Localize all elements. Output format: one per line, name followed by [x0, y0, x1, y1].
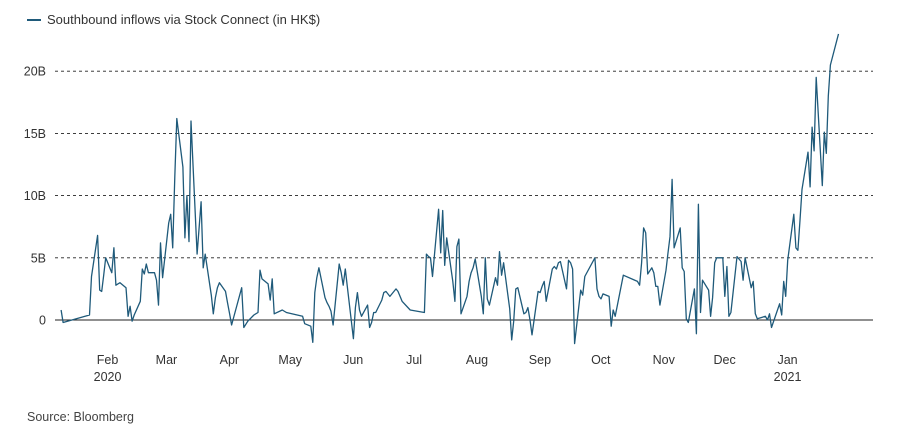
series-line: [60, 33, 840, 345]
y-tick-label: 5B: [31, 251, 46, 265]
x-tick-label: Jun: [343, 353, 363, 367]
x-tick-label: Jul: [406, 353, 422, 367]
x-tick-label: Nov: [653, 353, 676, 367]
y-tick-label: 15B: [24, 127, 46, 141]
y-tick-label: 20B: [24, 65, 46, 79]
legend: Southbound inflows via Stock Connect (in…: [27, 12, 320, 27]
x-tick-label: Mar: [156, 353, 178, 367]
series-layer: [60, 33, 840, 345]
x-tick-label: Jan: [777, 353, 797, 367]
grid-lines: [55, 70, 873, 321]
x-tick-label: Aug: [466, 353, 488, 367]
y-axis-ticks: 0 5B 10B 15B 20B: [24, 65, 46, 328]
source-note: Source: Bloomberg: [27, 410, 135, 424]
x-tick-label: May: [278, 353, 302, 367]
x-axis-ticks: Feb 2020 Mar Apr May Jun Jul Aug Sep Oct Nov Dec Jan…: [94, 353, 802, 384]
x-tick-label: Apr: [220, 353, 239, 367]
x-tick-year-label: 2021: [774, 370, 802, 384]
x-tick-year-label: 2020: [94, 370, 122, 384]
x-tick-label: Oct: [591, 353, 611, 367]
legend-label: Southbound inflows via Stock Connect (in…: [47, 12, 321, 27]
x-tick-label: Dec: [714, 353, 736, 367]
legend-line-icon: [27, 18, 41, 21]
x-tick-label: Feb: [97, 353, 119, 367]
y-tick-label: 0: [39, 314, 46, 328]
x-tick-label: Sep: [529, 353, 551, 367]
y-tick-label: 10B: [24, 189, 46, 203]
